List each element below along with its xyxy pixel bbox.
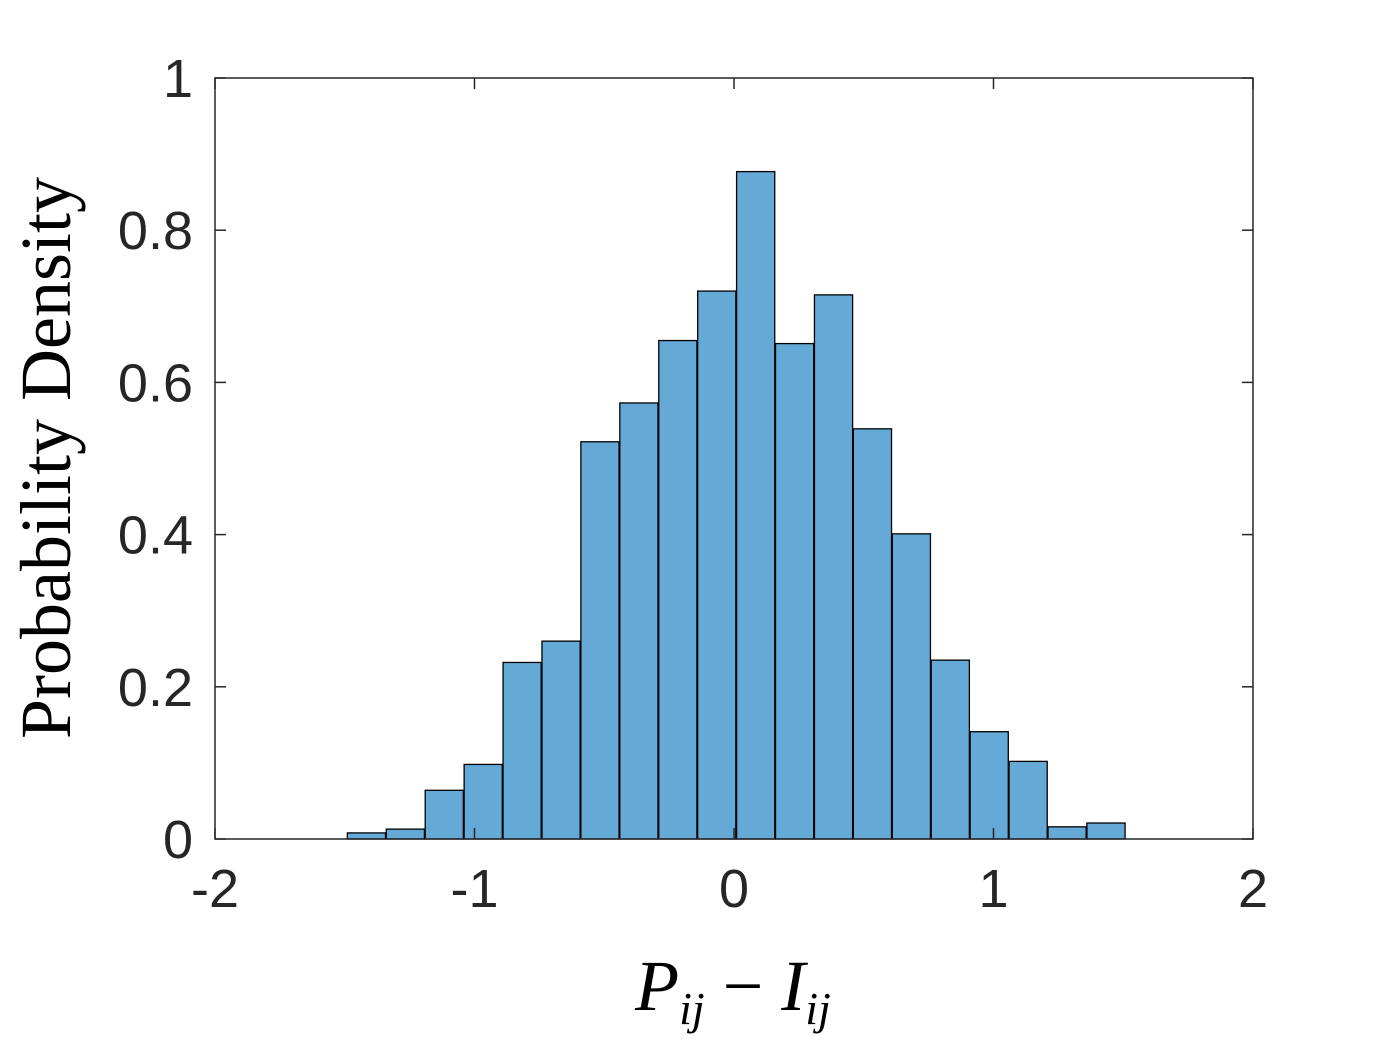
histogram-bar: [852, 428, 893, 840]
histogram-bar: [346, 832, 387, 840]
histogram-bars: [346, 170, 1126, 840]
x-tick-label: 1: [978, 859, 1008, 919]
axis-ticks: [214, 77, 1254, 840]
y-tick-label: 0: [163, 810, 193, 870]
y-tick-label: 0.2: [118, 658, 193, 718]
x-tick-label: -1: [450, 859, 498, 919]
histogram-bar: [930, 659, 971, 840]
histogram-bar: [813, 294, 854, 840]
histogram-bar: [424, 789, 465, 840]
histogram-bar: [969, 731, 1009, 840]
y-tick-label: 0.8: [118, 201, 193, 261]
y-tick-labels: 0 0.2 0.4 0.6 0.8 1: [118, 49, 193, 870]
y-tick-label: 0.6: [118, 353, 193, 413]
x-tick-label: 2: [1238, 859, 1268, 919]
histogram-bar: [1047, 826, 1087, 840]
histogram-bar: [619, 402, 659, 840]
histogram-bar: [580, 441, 620, 840]
histogram-bar: [774, 342, 815, 840]
histogram-bar: [1008, 760, 1048, 840]
histogram-bar: [541, 640, 581, 840]
histogram-bar: [697, 290, 737, 840]
histogram-bar: [735, 170, 776, 840]
x-tick-label: -2: [191, 859, 239, 919]
histogram-bar: [502, 661, 542, 840]
y-axis-label: Probability Density: [6, 177, 86, 739]
y-tick-label: 1: [163, 49, 193, 109]
x-axis-label: Pij − Iij: [634, 946, 831, 1034]
histogram-bar: [658, 339, 698, 840]
x-tick-labels: -2 -1 0 1 2: [191, 859, 1268, 919]
y-tick-label: 0.4: [118, 506, 193, 566]
x-tick-label: 0: [719, 859, 749, 919]
histogram-bar: [385, 828, 426, 840]
histogram-bar: [463, 763, 503, 840]
histogram-bar: [1086, 822, 1126, 840]
histogram-bar: [891, 533, 932, 840]
